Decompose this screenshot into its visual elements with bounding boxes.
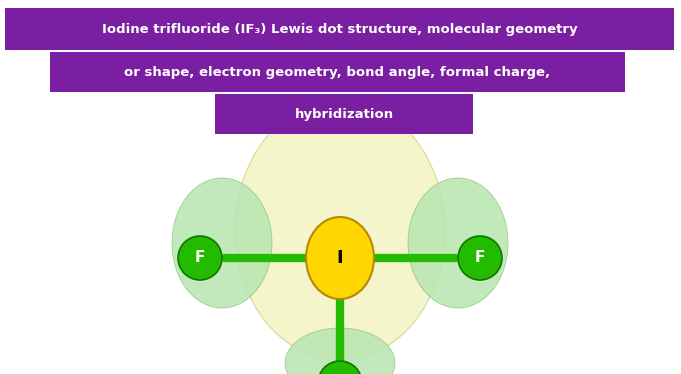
Text: or shape, electron geometry, bond angle, formal charge,: or shape, electron geometry, bond angle,… — [125, 65, 550, 79]
Ellipse shape — [178, 236, 222, 280]
Ellipse shape — [306, 217, 374, 299]
Ellipse shape — [235, 100, 445, 360]
Ellipse shape — [285, 328, 395, 374]
Ellipse shape — [408, 178, 508, 308]
FancyBboxPatch shape — [5, 8, 674, 50]
Text: hybridization: hybridization — [294, 107, 394, 120]
Ellipse shape — [318, 361, 362, 374]
Text: F: F — [475, 251, 485, 266]
Text: I: I — [336, 249, 343, 267]
FancyBboxPatch shape — [50, 52, 625, 92]
FancyBboxPatch shape — [215, 94, 473, 134]
Text: F: F — [195, 251, 205, 266]
Text: Iodine trifluoride (IF₃) Lewis dot structure, molecular geometry: Iodine trifluoride (IF₃) Lewis dot struc… — [101, 22, 577, 36]
Ellipse shape — [458, 236, 502, 280]
Ellipse shape — [172, 178, 272, 308]
